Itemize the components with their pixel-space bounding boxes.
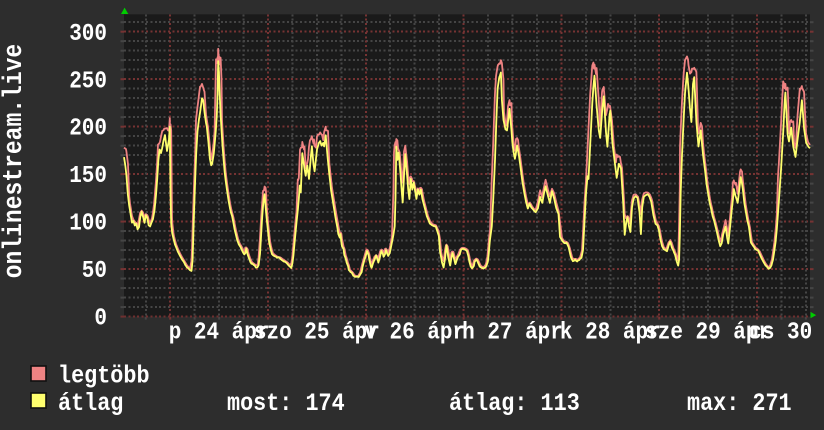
svg-text:v 26 ápr: v 26 ápr [364,318,465,346]
svg-text:150: 150 [69,162,107,190]
svg-text:k 28 ápr: k 28 ápr [560,318,661,346]
svg-text:most: 174: most: 174 [227,390,345,419]
svg-text:200: 200 [69,114,107,142]
svg-text:legtöbb: legtöbb [58,362,150,391]
svg-text:p 24 ápr: p 24 ápr [169,318,270,346]
svg-text:átlag: átlag [58,390,123,419]
svg-text:átlag: 113: átlag: 113 [449,390,580,419]
svg-text:cs 30 ápr: cs 30 ápr [749,318,824,346]
svg-text:max: 271: max: 271 [687,390,792,419]
svg-text:300: 300 [69,20,107,48]
svg-text:250: 250 [69,67,107,95]
svg-text:0: 0 [94,304,107,332]
svg-text:sze 29 ápr: sze 29 ápr [645,318,771,346]
svg-text:onlinestream.live: onlinestream.live [0,44,29,278]
svg-text:szo 25 ápr: szo 25 ápr [254,318,380,346]
svg-text:50: 50 [82,257,107,285]
svg-text:h 27 ápr: h 27 ápr [462,318,563,346]
svg-text:100: 100 [69,209,107,237]
